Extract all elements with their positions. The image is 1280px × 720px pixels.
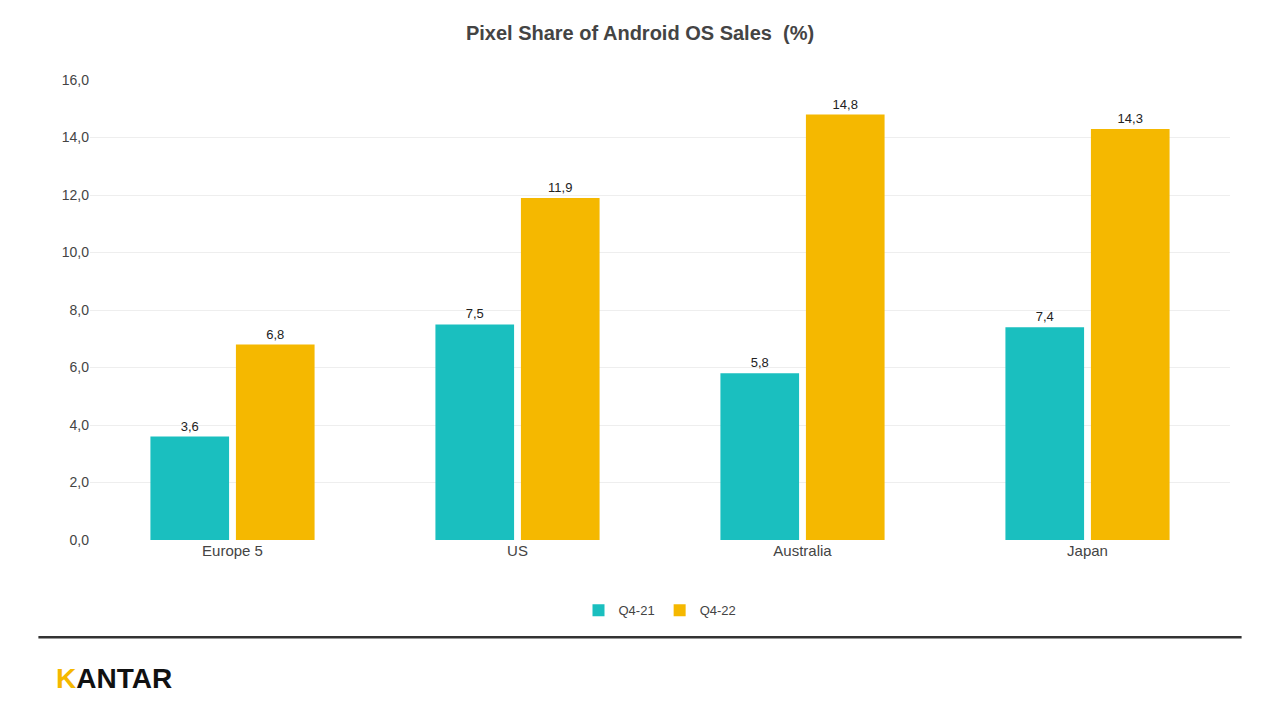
svg-text:7,5: 7,5 — [466, 306, 484, 321]
svg-text:0,0: 0,0 — [70, 532, 90, 548]
svg-text:8,0: 8,0 — [70, 302, 90, 318]
svg-text:6,8: 6,8 — [266, 327, 284, 342]
svg-text:3,6: 3,6 — [181, 419, 199, 434]
svg-text:4,0: 4,0 — [70, 417, 90, 433]
svg-text:10,0: 10,0 — [62, 244, 89, 260]
svg-text:Europe 5: Europe 5 — [202, 542, 263, 559]
svg-text:14,8: 14,8 — [833, 97, 858, 112]
svg-text:6,0: 6,0 — [70, 359, 90, 375]
svg-text:2,0: 2,0 — [70, 474, 90, 490]
svg-text:14,0: 14,0 — [62, 129, 89, 145]
svg-text:5,8: 5,8 — [751, 355, 769, 370]
svg-text:14,3: 14,3 — [1118, 111, 1143, 126]
svg-text:Q4-21: Q4-21 — [619, 603, 655, 618]
svg-text:Australia: Australia — [773, 542, 832, 559]
svg-text:16,0: 16,0 — [62, 72, 89, 88]
svg-text:12,0: 12,0 — [62, 187, 89, 203]
svg-text:Pixel Share of Android OS Sale: Pixel Share of Android OS Sales (%) — [466, 22, 814, 44]
svg-text:11,9: 11,9 — [548, 180, 572, 195]
svg-text:Japan: Japan — [1067, 542, 1108, 559]
svg-text:Q4-22: Q4-22 — [700, 603, 736, 618]
svg-text:KANTAR: KANTAR — [56, 663, 172, 694]
svg-text:US: US — [507, 542, 528, 559]
svg-text:7,4: 7,4 — [1036, 309, 1054, 324]
